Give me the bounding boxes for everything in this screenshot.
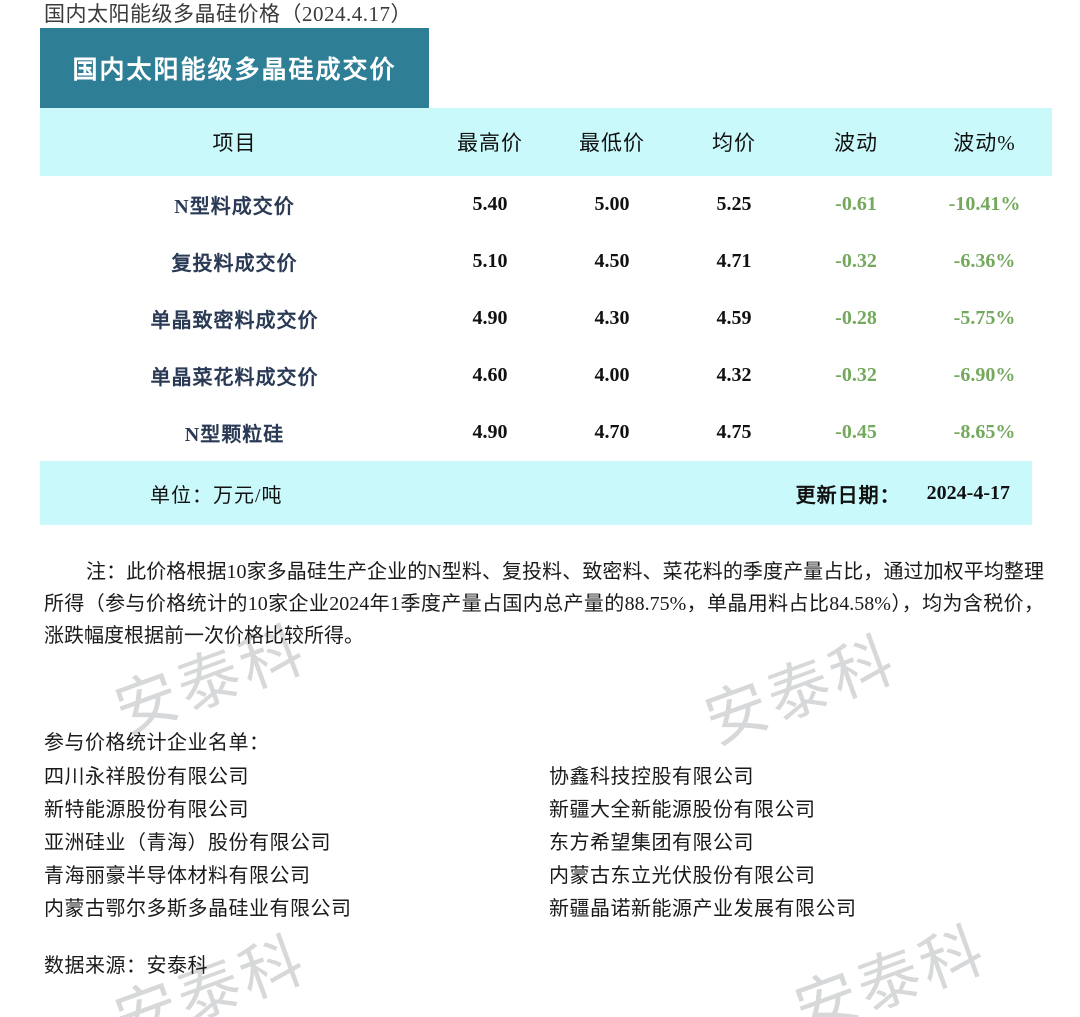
company-list-columns: 四川永祥股份有限公司 新特能源股份有限公司 亚洲硅业（青海）股份有限公司 青海丽… [44,761,1044,926]
list-item: 亚洲硅业（青海）股份有限公司 [44,832,331,854]
table-row: 复投料成交价 5.10 4.50 4.71 -0.32 -6.36% [40,233,1052,290]
column-header-item: 项目 [40,108,429,176]
data-source-line: 数据来源：安泰科 [44,955,208,977]
update-date-value: 2024-4-17 [926,481,1010,504]
row-label: 单晶致密料成交价 [40,290,429,347]
column-header-high: 最高价 [429,108,551,176]
company-list-section: 参与价格统计企业名单： 四川永祥股份有限公司 新特能源股份有限公司 亚洲硅业（青… [44,727,1044,926]
company-column-right: 协鑫科技控股有限公司 新疆大全新能源股份有限公司 东方希望集团有限公司 内蒙古东… [549,761,1044,926]
table-header-row: 项目 最高价 最低价 均价 波动 波动% [40,108,1052,176]
cell-avg: 4.71 [673,233,795,290]
table-row: N型颗粒硅 4.90 4.70 4.75 -0.45 -8.65% [40,404,1052,461]
list-item: 内蒙古鄂尔多斯多晶硅业有限公司 [44,898,352,920]
cell-change: -0.32 [795,347,917,404]
cell-change-pct: -5.75% [917,290,1052,347]
row-label: 单晶菜花料成交价 [40,347,429,404]
cell-avg: 4.32 [673,347,795,404]
cell-change-pct: -6.36% [917,233,1052,290]
column-header-avg: 均价 [673,108,795,176]
update-date-label: 更新日期： [795,484,901,507]
cell-change: -0.61 [795,176,917,233]
list-item: 四川永祥股份有限公司 [44,766,249,788]
list-item: 内蒙古东立光伏股份有限公司 [549,865,816,887]
card-footer: 单位：万元/吨 更新日期： 2024-4-17 [40,461,1032,525]
table-row: 单晶致密料成交价 4.90 4.30 4.59 -0.28 -5.75% [40,290,1052,347]
update-date-group: 更新日期： 2024-4-17 [796,479,1010,508]
cell-change: -0.45 [795,404,917,461]
company-column-left: 四川永祥股份有限公司 新特能源股份有限公司 亚洲硅业（青海）股份有限公司 青海丽… [44,761,549,926]
cell-change-pct: -6.90% [917,347,1052,404]
cell-avg: 4.75 [673,404,795,461]
cell-avg: 4.59 [673,290,795,347]
table-body: N型料成交价 5.40 5.00 5.25 -0.61 -10.41% 复投料成… [40,176,1052,461]
cell-high: 5.10 [429,233,551,290]
cell-change: -0.32 [795,233,917,290]
table-row: N型料成交价 5.40 5.00 5.25 -0.61 -10.41% [40,176,1052,233]
table-row: 单晶菜花料成交价 4.60 4.00 4.32 -0.32 -6.90% [40,347,1052,404]
unit-label: 单位：万元/吨 [150,484,283,507]
cell-high: 4.90 [429,404,551,461]
company-list-heading: 参与价格统计企业名单： [44,732,270,754]
list-item: 青海丽豪半导体材料有限公司 [44,865,311,887]
cell-low: 5.00 [551,176,673,233]
row-label: N型料成交价 [40,176,429,233]
row-label: N型颗粒硅 [40,404,429,461]
cell-low: 4.30 [551,290,673,347]
note-paragraph: 注：此价格根据10家多晶硅生产企业的N型料、复投料、致密料、菜花料的季度产量占比… [44,561,1044,647]
column-header-change-pct: 波动% [917,108,1052,176]
cell-high: 5.40 [429,176,551,233]
cell-change-pct: -8.65% [917,404,1052,461]
cell-low: 4.00 [551,347,673,404]
cell-change: -0.28 [795,290,917,347]
cell-high: 4.60 [429,347,551,404]
card-banner: 国内太阳能级多晶硅成交价 [40,28,429,108]
row-label: 复投料成交价 [40,233,429,290]
table-header: 项目 最高价 最低价 均价 波动 波动% [40,108,1052,176]
price-table-card: 国内太阳能级多晶硅成交价 项目 最高价 最低价 均价 波动 波动% N型料成交价… [40,28,1052,525]
card-banner-title: 国内太阳能级多晶硅成交价 [72,57,397,84]
column-header-low: 最低价 [551,108,673,176]
cell-low: 4.50 [551,233,673,290]
list-item: 新特能源股份有限公司 [44,799,249,821]
list-item: 东方希望集团有限公司 [549,832,754,854]
cell-high: 4.90 [429,290,551,347]
list-item: 新疆晶诺新能源产业发展有限公司 [549,898,857,920]
list-item: 新疆大全新能源股份有限公司 [549,799,816,821]
price-table: 项目 最高价 最低价 均价 波动 波动% N型料成交价 5.40 5.00 5.… [40,108,1052,461]
cell-low: 4.70 [551,404,673,461]
column-header-change: 波动 [795,108,917,176]
page-title: 国内太阳能级多晶硅价格（2024.4.17） [44,2,412,26]
cell-avg: 5.25 [673,176,795,233]
cell-change-pct: -10.41% [917,176,1052,233]
list-item: 协鑫科技控股有限公司 [549,766,754,788]
